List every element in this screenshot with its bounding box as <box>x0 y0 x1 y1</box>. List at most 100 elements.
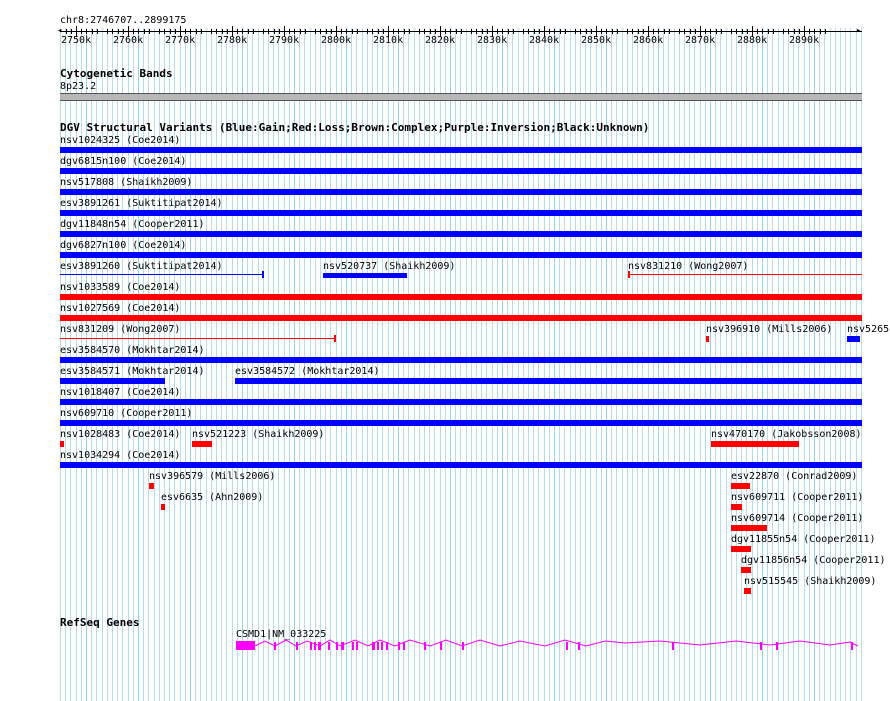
dgv-feature-bar[interactable] <box>60 252 862 258</box>
dgv-feature-bar[interactable] <box>731 525 767 531</box>
cytoband-ideogram[interactable] <box>60 93 862 101</box>
ruler-minor-tick <box>549 29 550 34</box>
ruler-minor-tick <box>612 29 613 34</box>
ruler-minor-tick <box>742 29 743 34</box>
dgv-feature-bar[interactable] <box>847 336 860 342</box>
dgv-feature-bar[interactable] <box>60 294 862 300</box>
ruler-minor-tick <box>123 29 124 34</box>
ruler-minor-tick <box>669 29 670 34</box>
dgv-feature-bar[interactable] <box>60 168 862 174</box>
dgv-feature-label: esv3584572 (Mokhtar2014) <box>235 366 380 377</box>
dgv-feature-bar[interactable] <box>744 588 751 594</box>
ruler-minor-tick <box>539 29 540 34</box>
ruler-minor-tick <box>190 29 191 34</box>
refseq-track-title: RefSeq Genes <box>60 616 140 629</box>
ruler-minor-tick <box>502 29 503 34</box>
dgv-feature-line[interactable] <box>60 274 263 275</box>
dgv-feature-bar[interactable] <box>706 336 709 342</box>
dgv-feature-bar[interactable] <box>60 147 862 153</box>
ruler-minor-tick <box>164 29 165 34</box>
dgv-feature-bar[interactable] <box>711 441 799 447</box>
ruler-minor-tick <box>440 28 441 35</box>
dgv-feature-bar[interactable] <box>60 315 862 321</box>
ruler-minor-tick <box>253 29 254 34</box>
ruler-minor-tick <box>606 29 607 34</box>
dgv-feature-bar[interactable] <box>741 567 751 573</box>
ruler-minor-tick <box>638 29 639 34</box>
dgv-feature-label: nsv831209 (Wong2007) <box>60 324 181 335</box>
ruler-minor-tick <box>445 29 446 34</box>
ruler-minor-tick <box>487 29 488 34</box>
ruler-minor-tick <box>268 29 269 34</box>
dgv-feature-bar[interactable] <box>161 504 165 510</box>
dgv-feature-bar[interactable] <box>731 483 750 489</box>
ruler-minor-tick <box>404 29 405 34</box>
dgv-feature-label: dgv11848n54 (Cooper2011) <box>60 219 205 230</box>
ruler-minor-tick <box>159 29 160 34</box>
dgv-feature-bar[interactable] <box>149 483 154 489</box>
ruler-minor-tick <box>284 28 285 35</box>
ruler-minor-tick <box>586 29 587 34</box>
ruler-tick-label: 2850k <box>581 35 612 46</box>
ruler-minor-tick <box>601 29 602 34</box>
ruler-minor-tick <box>242 29 243 34</box>
ruler-minor-tick <box>76 28 77 35</box>
ruler-tick-label: 2810k <box>373 35 404 46</box>
dgv-feature-line[interactable] <box>628 274 862 275</box>
dgv-feature-bar[interactable] <box>235 378 862 384</box>
ruler-minor-tick <box>97 29 98 34</box>
dgv-feature-start-tick <box>628 271 630 278</box>
ruler-minor-tick <box>66 29 67 34</box>
dgv-feature-label: dgv6815n100 (Coe2014) <box>60 156 187 167</box>
ruler-minor-tick <box>825 29 826 34</box>
ruler-minor-tick <box>820 29 821 34</box>
ruler-minor-tick <box>279 29 280 34</box>
dgv-feature-label: dgv11856n54 (Cooper2011) <box>741 555 886 566</box>
ruler-minor-tick <box>482 29 483 34</box>
ruler-minor-tick <box>216 29 217 34</box>
ruler-minor-tick <box>575 29 576 34</box>
dgv-feature-bar[interactable] <box>60 462 862 468</box>
dgv-feature-bar[interactable] <box>60 399 862 405</box>
dgv-feature-bar[interactable] <box>60 441 64 447</box>
dgv-feature-bar[interactable] <box>60 378 165 384</box>
ruler-minor-tick <box>378 29 379 34</box>
cytoband-label: 8p23.2 <box>60 81 97 92</box>
dgv-feature-bar[interactable] <box>731 546 751 552</box>
ruler-minor-tick <box>492 28 493 35</box>
ruler-tick-label: 2780k <box>217 35 248 46</box>
ruler-minor-tick <box>721 29 722 34</box>
dgv-feature-bar[interactable] <box>60 189 862 195</box>
dgv-feature-label: nsv515545 (Shaikh2009) <box>744 576 877 587</box>
ruler-minor-tick <box>679 29 680 34</box>
ruler-minor-tick <box>534 29 535 34</box>
gene-label: CSMD1|NM_033225 <box>236 629 327 640</box>
dgv-feature-bar[interactable] <box>731 504 742 510</box>
ruler-minor-tick <box>248 29 249 34</box>
ruler-minor-tick <box>710 29 711 34</box>
ruler-minor-tick <box>476 29 477 34</box>
dgv-feature-bar[interactable] <box>60 210 862 216</box>
dgv-feature-bar[interactable] <box>60 420 862 426</box>
ruler-minor-tick <box>747 29 748 34</box>
dgv-feature-bar[interactable] <box>60 357 862 363</box>
ruler-minor-tick <box>684 29 685 34</box>
dgv-feature-bar[interactable] <box>60 231 862 237</box>
dgv-feature-label: esv6635 (Ahn2009) <box>161 492 264 503</box>
dgv-feature-bar[interactable] <box>192 441 212 447</box>
ruler-minor-tick <box>383 29 384 34</box>
dgv-feature-label: nsv609714 (Cooper2011) <box>731 513 864 524</box>
ruler-minor-tick <box>809 29 810 34</box>
ruler-minor-tick <box>107 29 108 34</box>
ruler-minor-tick <box>222 29 223 34</box>
dgv-feature-bar[interactable] <box>323 273 407 278</box>
ruler-minor-tick <box>461 29 462 34</box>
ruler-minor-tick <box>752 28 753 35</box>
ruler-minor-tick <box>118 29 119 34</box>
ruler-minor-tick <box>757 29 758 34</box>
dgv-feature-label: nsv1027569 (Coe2014) <box>60 303 181 314</box>
ruler-tick-label: 2840k <box>529 35 560 46</box>
dgv-feature-label: dgv11855n54 (Cooper2011) <box>731 534 876 545</box>
dgv-feature-line[interactable] <box>60 338 335 339</box>
